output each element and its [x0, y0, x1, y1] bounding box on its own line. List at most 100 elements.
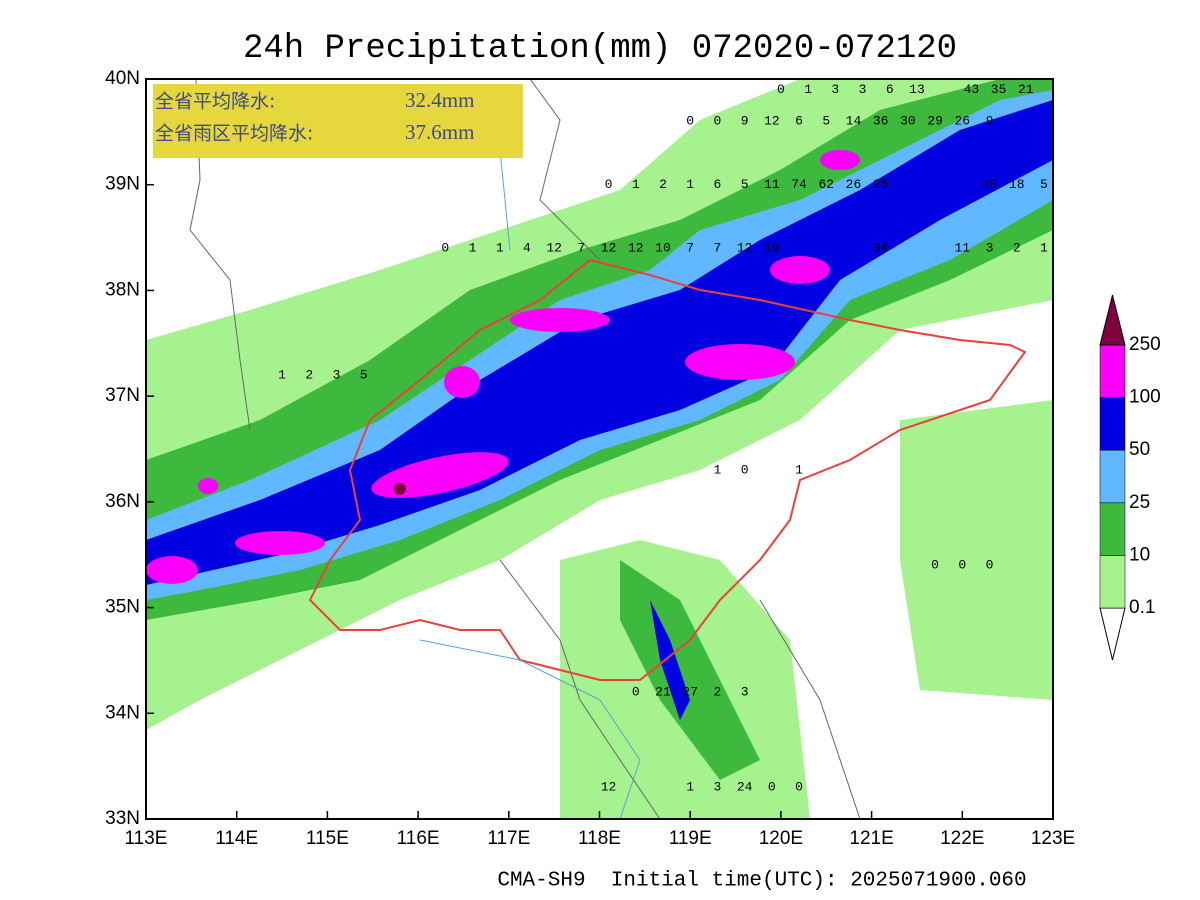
x-tick-label: 121E: [849, 828, 893, 849]
station-value: 1: [686, 177, 694, 192]
station-value: 1: [496, 241, 504, 256]
shade-magenta: [235, 531, 325, 555]
station-value: 3: [333, 367, 341, 382]
colorbar-label: 50: [1129, 439, 1150, 460]
shade-magenta: [198, 478, 218, 494]
station-value: 2: [714, 685, 722, 700]
colorbar-segment: [1099, 397, 1126, 451]
station-value: 30: [900, 114, 916, 129]
x-tick-label: 113E: [125, 828, 168, 849]
y-tick-label: 35N: [105, 597, 140, 618]
footer: CMA-SH9 Initial time(UTC): 2025071900.06…: [497, 870, 1026, 893]
station-value: 5: [1040, 177, 1048, 192]
station-value: 0: [714, 114, 722, 129]
y-tick-label: 33N: [105, 808, 140, 829]
station-value: 1: [804, 82, 812, 97]
station-value: 6: [714, 177, 722, 192]
station-value: 0: [605, 177, 613, 192]
colorbar-label: 25: [1129, 492, 1150, 513]
plot-area: [146, 79, 1053, 819]
station-value: 7: [577, 241, 585, 256]
station-value: 12: [737, 241, 753, 256]
station-value: 0: [741, 463, 749, 478]
station-value: 21: [655, 685, 671, 700]
x-tick-label: 119E: [669, 828, 712, 849]
station-value: 4: [523, 241, 531, 256]
station-value: 9: [741, 114, 749, 129]
station-value: 27: [682, 685, 698, 700]
shade-maroon: [394, 483, 406, 495]
shade-blue: [146, 100, 1053, 585]
station-value: 12: [601, 241, 617, 256]
station-value: 12: [601, 780, 617, 795]
border-gray: [189, 79, 861, 819]
station-value: 7: [714, 241, 722, 256]
station-value: 3: [714, 780, 722, 795]
station-value: 3: [859, 82, 867, 97]
colorbar-segment: [1099, 449, 1126, 504]
shade-magenta: [685, 344, 795, 380]
station-value: 3: [986, 241, 994, 256]
shade-magenta: [510, 308, 610, 332]
station-value: 36: [873, 114, 889, 129]
x-tick-label: 118E: [578, 828, 621, 849]
station-value: 14: [846, 114, 862, 129]
station-value: 34: [873, 241, 889, 256]
shade-magenta: [770, 256, 830, 284]
station-value: 74: [791, 177, 807, 192]
shade-magenta: [444, 366, 480, 398]
station-value: 1: [795, 463, 803, 478]
station-value: 0: [441, 241, 449, 256]
station-value: 3: [831, 82, 839, 97]
shade-light-green: [900, 400, 1053, 700]
station-value: 43: [964, 82, 980, 97]
station-value: 5: [741, 177, 749, 192]
shade-magenta: [146, 556, 198, 584]
station-value: 26: [873, 177, 889, 192]
info-value: 37.6mm: [405, 120, 474, 144]
colorbar-segment: [1099, 555, 1126, 609]
y-tick-label: 39N: [105, 174, 140, 195]
station-value: 2: [659, 177, 667, 192]
x-tick-label: 123E: [1031, 828, 1075, 849]
colorbar-segment: [1099, 344, 1126, 398]
y-tick-label: 38N: [105, 279, 140, 300]
colorbar-label: 100: [1129, 387, 1161, 408]
title: 24h Precipitation(mm) 072020-072120: [243, 30, 957, 68]
x-tick-label: 120E: [759, 828, 803, 849]
y-tick-label: 40N: [105, 68, 140, 89]
info-value: 32.4mm: [405, 88, 474, 112]
y-tick-label: 36N: [105, 491, 140, 512]
station-value: 12: [546, 241, 562, 256]
colorbar-end-high: [1099, 294, 1126, 346]
station-value: 1: [1040, 241, 1048, 256]
station-value: 10: [655, 241, 671, 256]
station-value: 0: [768, 780, 776, 795]
station-value: 7: [686, 241, 694, 256]
colorbar-label: 0.1: [1129, 597, 1155, 618]
station-value: 18: [1009, 177, 1025, 192]
colorbar-label: 10: [1129, 544, 1150, 565]
station-value: 12: [764, 114, 780, 129]
station-value: 19: [764, 241, 780, 256]
station-value: 24: [737, 780, 753, 795]
station-value: 1: [714, 463, 722, 478]
info-label: 全省平均降水:: [155, 91, 275, 113]
station-value: 6: [886, 82, 894, 97]
station-value: 29: [927, 114, 943, 129]
station-value: 2: [1013, 241, 1021, 256]
shade-magenta: [820, 150, 860, 170]
x-tick-label: 116E: [397, 828, 440, 849]
station-value: 1: [278, 367, 286, 382]
station-value: 40: [982, 177, 998, 192]
colorbar-end-low: [1099, 607, 1126, 661]
station-value: 0: [931, 558, 939, 573]
shade-blue: [650, 600, 690, 720]
y-tick-label: 37N: [105, 385, 140, 406]
station-value: 0: [795, 780, 803, 795]
station-value: 0: [986, 558, 994, 573]
station-value: 62: [818, 177, 834, 192]
station-value: 0: [777, 82, 785, 97]
station-value: 9: [986, 114, 994, 129]
station-value: 1: [469, 241, 477, 256]
